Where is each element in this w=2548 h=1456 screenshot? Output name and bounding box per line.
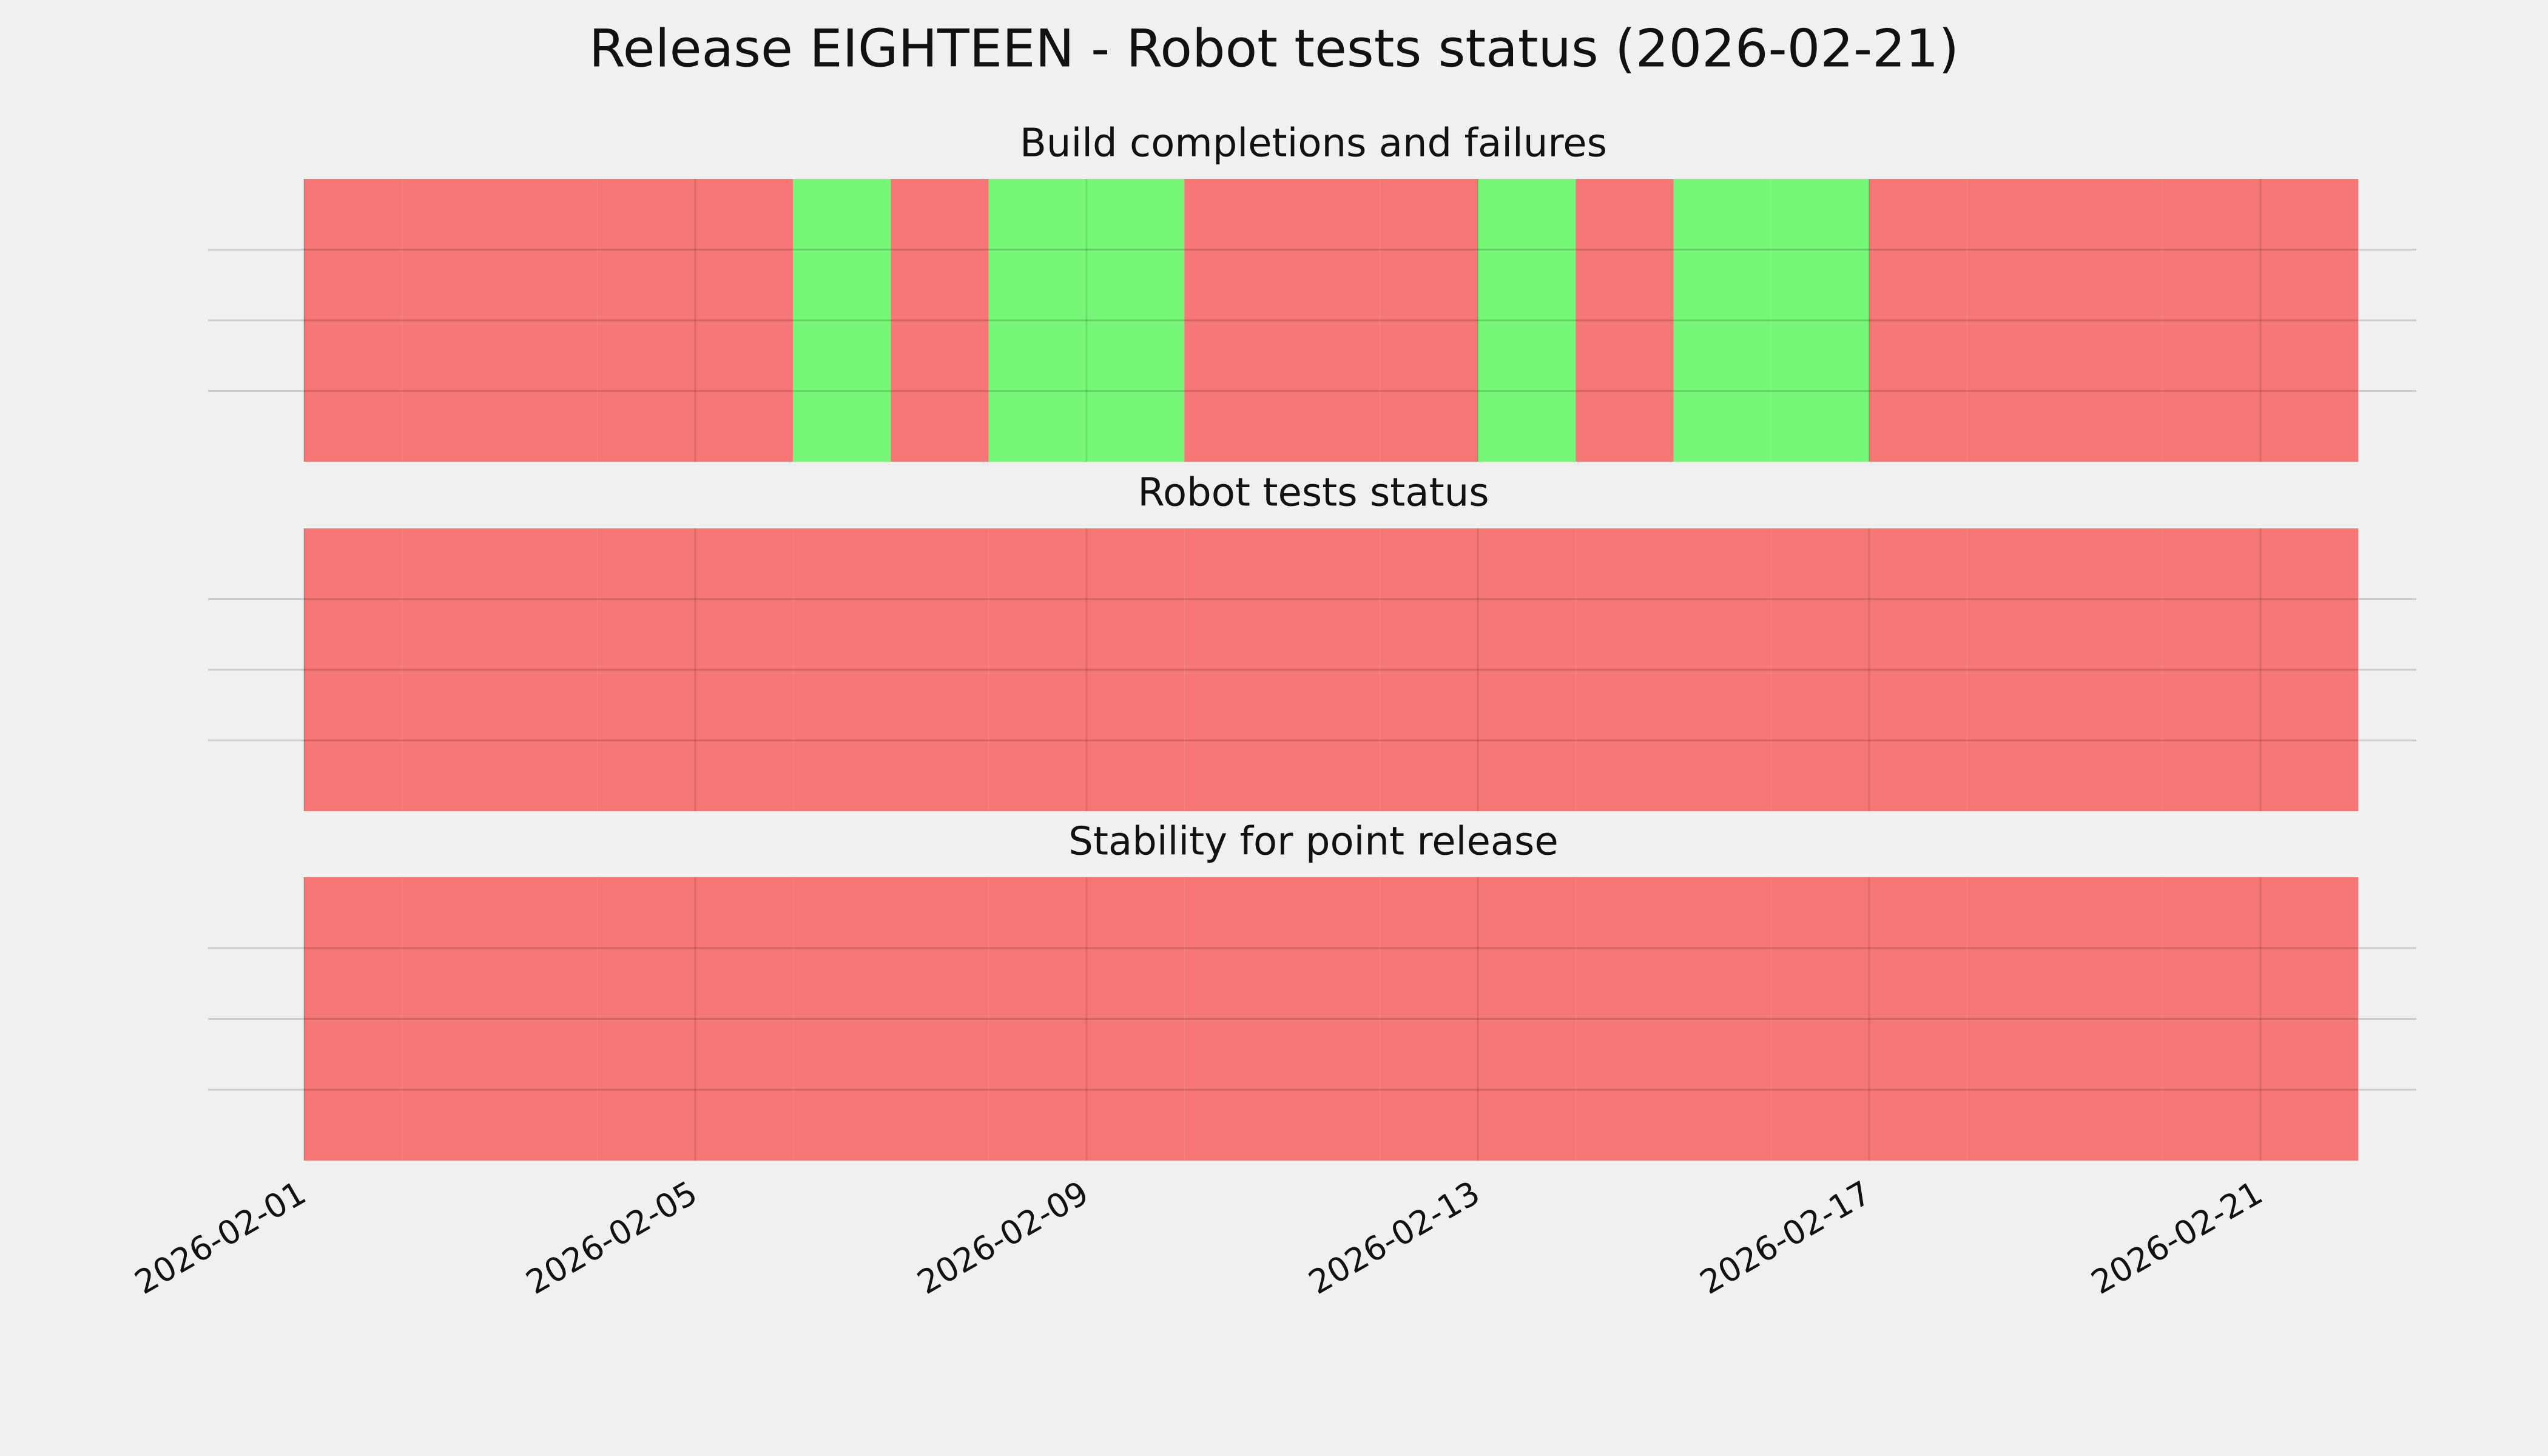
status-span [402, 179, 500, 462]
status-span [891, 877, 989, 1161]
status-span [1967, 179, 2065, 462]
status-span [1771, 877, 1869, 1161]
status-span [1282, 877, 1380, 1161]
panel-title: Stability for point release [1068, 820, 1559, 864]
status-span [1380, 877, 1478, 1161]
status-span [1282, 179, 1380, 462]
status-span [1282, 528, 1380, 811]
status-span [1869, 179, 1967, 462]
status-span [2064, 179, 2163, 462]
status-span [988, 179, 1087, 462]
status-span [891, 528, 989, 811]
status-span [304, 528, 402, 811]
status-span [1478, 528, 1576, 811]
status-span [2162, 528, 2260, 811]
status-span [793, 528, 891, 811]
status-span [1087, 179, 1185, 462]
status-span [988, 528, 1087, 811]
panel-title: Build completions and failures [1020, 121, 1607, 166]
status-span [2064, 528, 2163, 811]
status-span [891, 179, 989, 462]
status-span [499, 877, 598, 1161]
status-span [2162, 179, 2260, 462]
status-span [1380, 179, 1478, 462]
status-span [2260, 528, 2359, 811]
status-span [1673, 528, 1771, 811]
status-span [695, 528, 794, 811]
status-span [1478, 877, 1576, 1161]
status-span [402, 877, 500, 1161]
status-span [793, 877, 891, 1161]
status-span [988, 877, 1087, 1161]
status-span [1184, 528, 1282, 811]
status-span [695, 179, 794, 462]
status-span [1087, 877, 1185, 1161]
status-span [597, 528, 695, 811]
status-span [793, 179, 891, 462]
status-span [402, 528, 500, 811]
status-span [2162, 877, 2260, 1161]
status-span [1967, 528, 2065, 811]
status-span [1184, 179, 1282, 462]
status-span [304, 877, 402, 1161]
status-span [1771, 528, 1869, 811]
status-span [1380, 528, 1478, 811]
status-span [1673, 877, 1771, 1161]
status-span [1869, 877, 1967, 1161]
status-span [2260, 877, 2359, 1161]
status-span [1576, 179, 1674, 462]
status-span [1576, 877, 1674, 1161]
status-span [1869, 528, 1967, 811]
status-span [1576, 528, 1674, 811]
status-span [2064, 877, 2163, 1161]
status-span [499, 528, 598, 811]
status-span [1184, 877, 1282, 1161]
chart-title: Release EIGHTEEN - Robot tests status (2… [589, 18, 1959, 79]
status-span [2260, 179, 2359, 462]
status-span [499, 179, 598, 462]
status-span [1087, 528, 1185, 811]
status-span [1967, 877, 2065, 1161]
status-span [695, 877, 794, 1161]
status-span [597, 179, 695, 462]
status-span [1673, 179, 1771, 462]
panel-title: Robot tests status [1138, 471, 1489, 516]
status-span [1478, 179, 1576, 462]
status-span [1771, 179, 1869, 462]
status-span [597, 877, 695, 1161]
status-span [304, 179, 402, 462]
